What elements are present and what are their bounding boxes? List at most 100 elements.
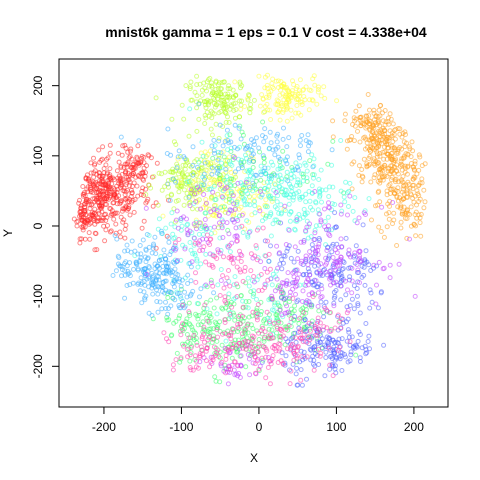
data-point — [368, 136, 374, 142]
data-point — [80, 184, 86, 189]
data-point — [353, 243, 359, 249]
data-point — [176, 290, 182, 296]
data-point — [354, 293, 360, 299]
data-point — [307, 198, 313, 204]
data-point — [82, 236, 88, 242]
data-point — [280, 136, 286, 142]
data-point — [186, 300, 192, 306]
data-point — [267, 107, 273, 113]
data-point — [256, 73, 262, 79]
data-point — [385, 145, 391, 151]
data-point — [331, 303, 337, 309]
data-point — [240, 278, 246, 284]
data-point — [98, 189, 104, 194]
data-point — [417, 215, 423, 221]
data-point — [384, 211, 389, 217]
data-point — [349, 265, 355, 271]
data-point — [256, 341, 262, 347]
data-point — [355, 303, 361, 308]
data-point — [367, 153, 373, 159]
data-point — [194, 301, 200, 306]
data-point — [321, 314, 327, 320]
data-point — [217, 213, 222, 219]
data-point — [324, 248, 330, 253]
data-point — [407, 212, 413, 217]
data-point — [260, 225, 266, 231]
data-point — [322, 224, 328, 230]
data-point — [228, 257, 234, 262]
data-point — [396, 261, 402, 267]
data-point — [206, 113, 212, 119]
data-point — [224, 127, 230, 133]
data-point — [135, 266, 141, 272]
data-point — [270, 296, 275, 302]
data-point — [194, 105, 200, 111]
data-point — [145, 255, 151, 261]
data-point — [294, 214, 300, 220]
data-point — [201, 244, 207, 250]
data-point — [247, 157, 253, 163]
data-point — [176, 148, 182, 154]
data-point — [184, 316, 190, 322]
data-point — [318, 261, 324, 267]
data-point — [114, 168, 120, 174]
data-point — [225, 86, 231, 91]
data-point — [284, 169, 290, 175]
data-point — [392, 179, 398, 185]
data-point — [162, 290, 168, 296]
data-point — [195, 365, 201, 371]
data-point — [339, 208, 345, 214]
data-point — [363, 248, 369, 254]
data-point — [242, 104, 248, 109]
data-point — [150, 291, 156, 297]
data-point — [282, 192, 288, 198]
data-point — [99, 156, 105, 162]
data-point — [263, 354, 269, 360]
data-point — [220, 102, 226, 108]
data-point — [180, 242, 186, 248]
data-point — [364, 161, 370, 167]
data-point — [127, 282, 133, 288]
data-point — [278, 87, 283, 93]
data-point — [280, 260, 286, 266]
data-point — [192, 240, 198, 246]
x-tick-label: -100 — [169, 420, 193, 434]
data-point — [333, 267, 339, 273]
data-point — [237, 114, 242, 120]
data-point — [84, 186, 90, 192]
data-point — [258, 177, 264, 183]
data-point — [240, 334, 246, 340]
data-point — [356, 103, 362, 109]
data-point — [364, 145, 370, 150]
data-point — [270, 353, 276, 359]
x-tick-label: 100 — [326, 420, 346, 434]
data-point — [179, 277, 185, 283]
data-point — [107, 166, 113, 172]
data-point — [93, 197, 99, 203]
data-point — [419, 176, 425, 182]
data-point — [240, 182, 246, 188]
data-point — [89, 210, 95, 216]
data-point — [146, 310, 152, 316]
data-point — [184, 222, 190, 228]
data-point — [342, 278, 348, 284]
data-point — [220, 273, 226, 279]
data-point — [283, 242, 289, 247]
data-point — [387, 171, 393, 177]
data-point — [232, 155, 238, 161]
data-point — [331, 300, 337, 306]
data-point — [251, 334, 257, 340]
data-point — [191, 235, 197, 241]
data-point — [345, 316, 351, 322]
data-point — [248, 102, 254, 107]
data-point — [257, 205, 262, 211]
data-point — [237, 213, 242, 219]
data-point — [375, 202, 381, 208]
data-point — [91, 174, 97, 180]
data-point — [309, 318, 315, 324]
data-point — [146, 244, 152, 250]
data-point — [243, 304, 249, 310]
data-point — [297, 90, 303, 96]
data-point — [347, 358, 353, 364]
data-point — [184, 294, 190, 300]
